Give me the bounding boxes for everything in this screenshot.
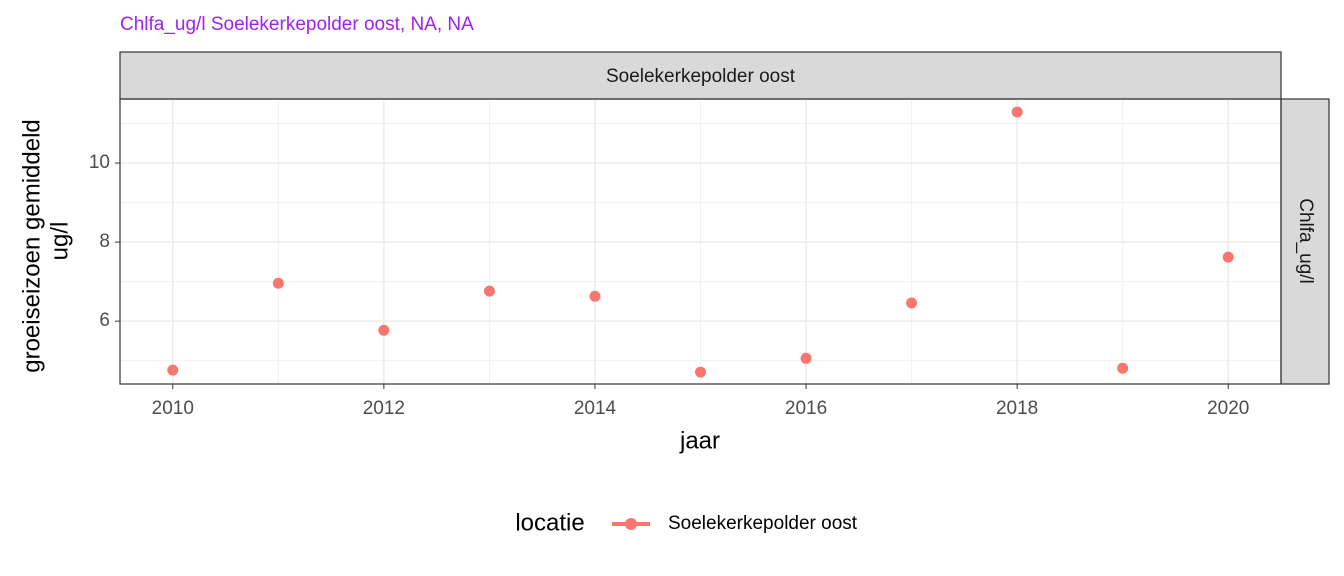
x-tick-label: 2012 <box>363 398 405 419</box>
point <box>1222 251 1234 263</box>
point <box>483 285 495 297</box>
y-tick-label: 10 <box>89 152 110 173</box>
panel-border <box>119 98 1282 385</box>
facet-label: Soelekerkepolder oost <box>606 66 796 87</box>
x-tick-label: 2010 <box>152 398 194 419</box>
chart-title: Chlfa_ug/l Soelekerkepolder oost, NA, NA <box>120 14 474 35</box>
y-axis-label: groeiseizoen gemiddeld <box>18 119 45 373</box>
x-tick-label: 2016 <box>785 398 827 419</box>
point <box>906 297 918 309</box>
point <box>589 290 601 302</box>
point <box>1117 362 1129 374</box>
x-tick-label: 2020 <box>1207 398 1249 419</box>
y-tick-label: 8 <box>99 231 110 252</box>
facet-strip <box>119 51 1282 100</box>
x-tick-label: 2014 <box>574 398 617 419</box>
legend-title: locatie <box>515 509 584 536</box>
y-axis-label: ug/l <box>46 222 73 261</box>
legend-label: Soelekerkepolder oost <box>668 513 858 534</box>
facet-strip <box>1280 98 1330 385</box>
point <box>378 324 390 336</box>
point <box>1011 106 1023 118</box>
point <box>272 277 284 289</box>
facet-label: Chlfa_ug/l <box>1295 198 1316 284</box>
x-axis-label: jaar <box>679 427 720 454</box>
y-tick-label: 6 <box>99 310 110 331</box>
point <box>695 366 706 378</box>
legend-key-point <box>625 518 637 530</box>
point <box>800 352 812 364</box>
point <box>167 364 179 376</box>
x-tick-label: 2018 <box>996 398 1038 419</box>
